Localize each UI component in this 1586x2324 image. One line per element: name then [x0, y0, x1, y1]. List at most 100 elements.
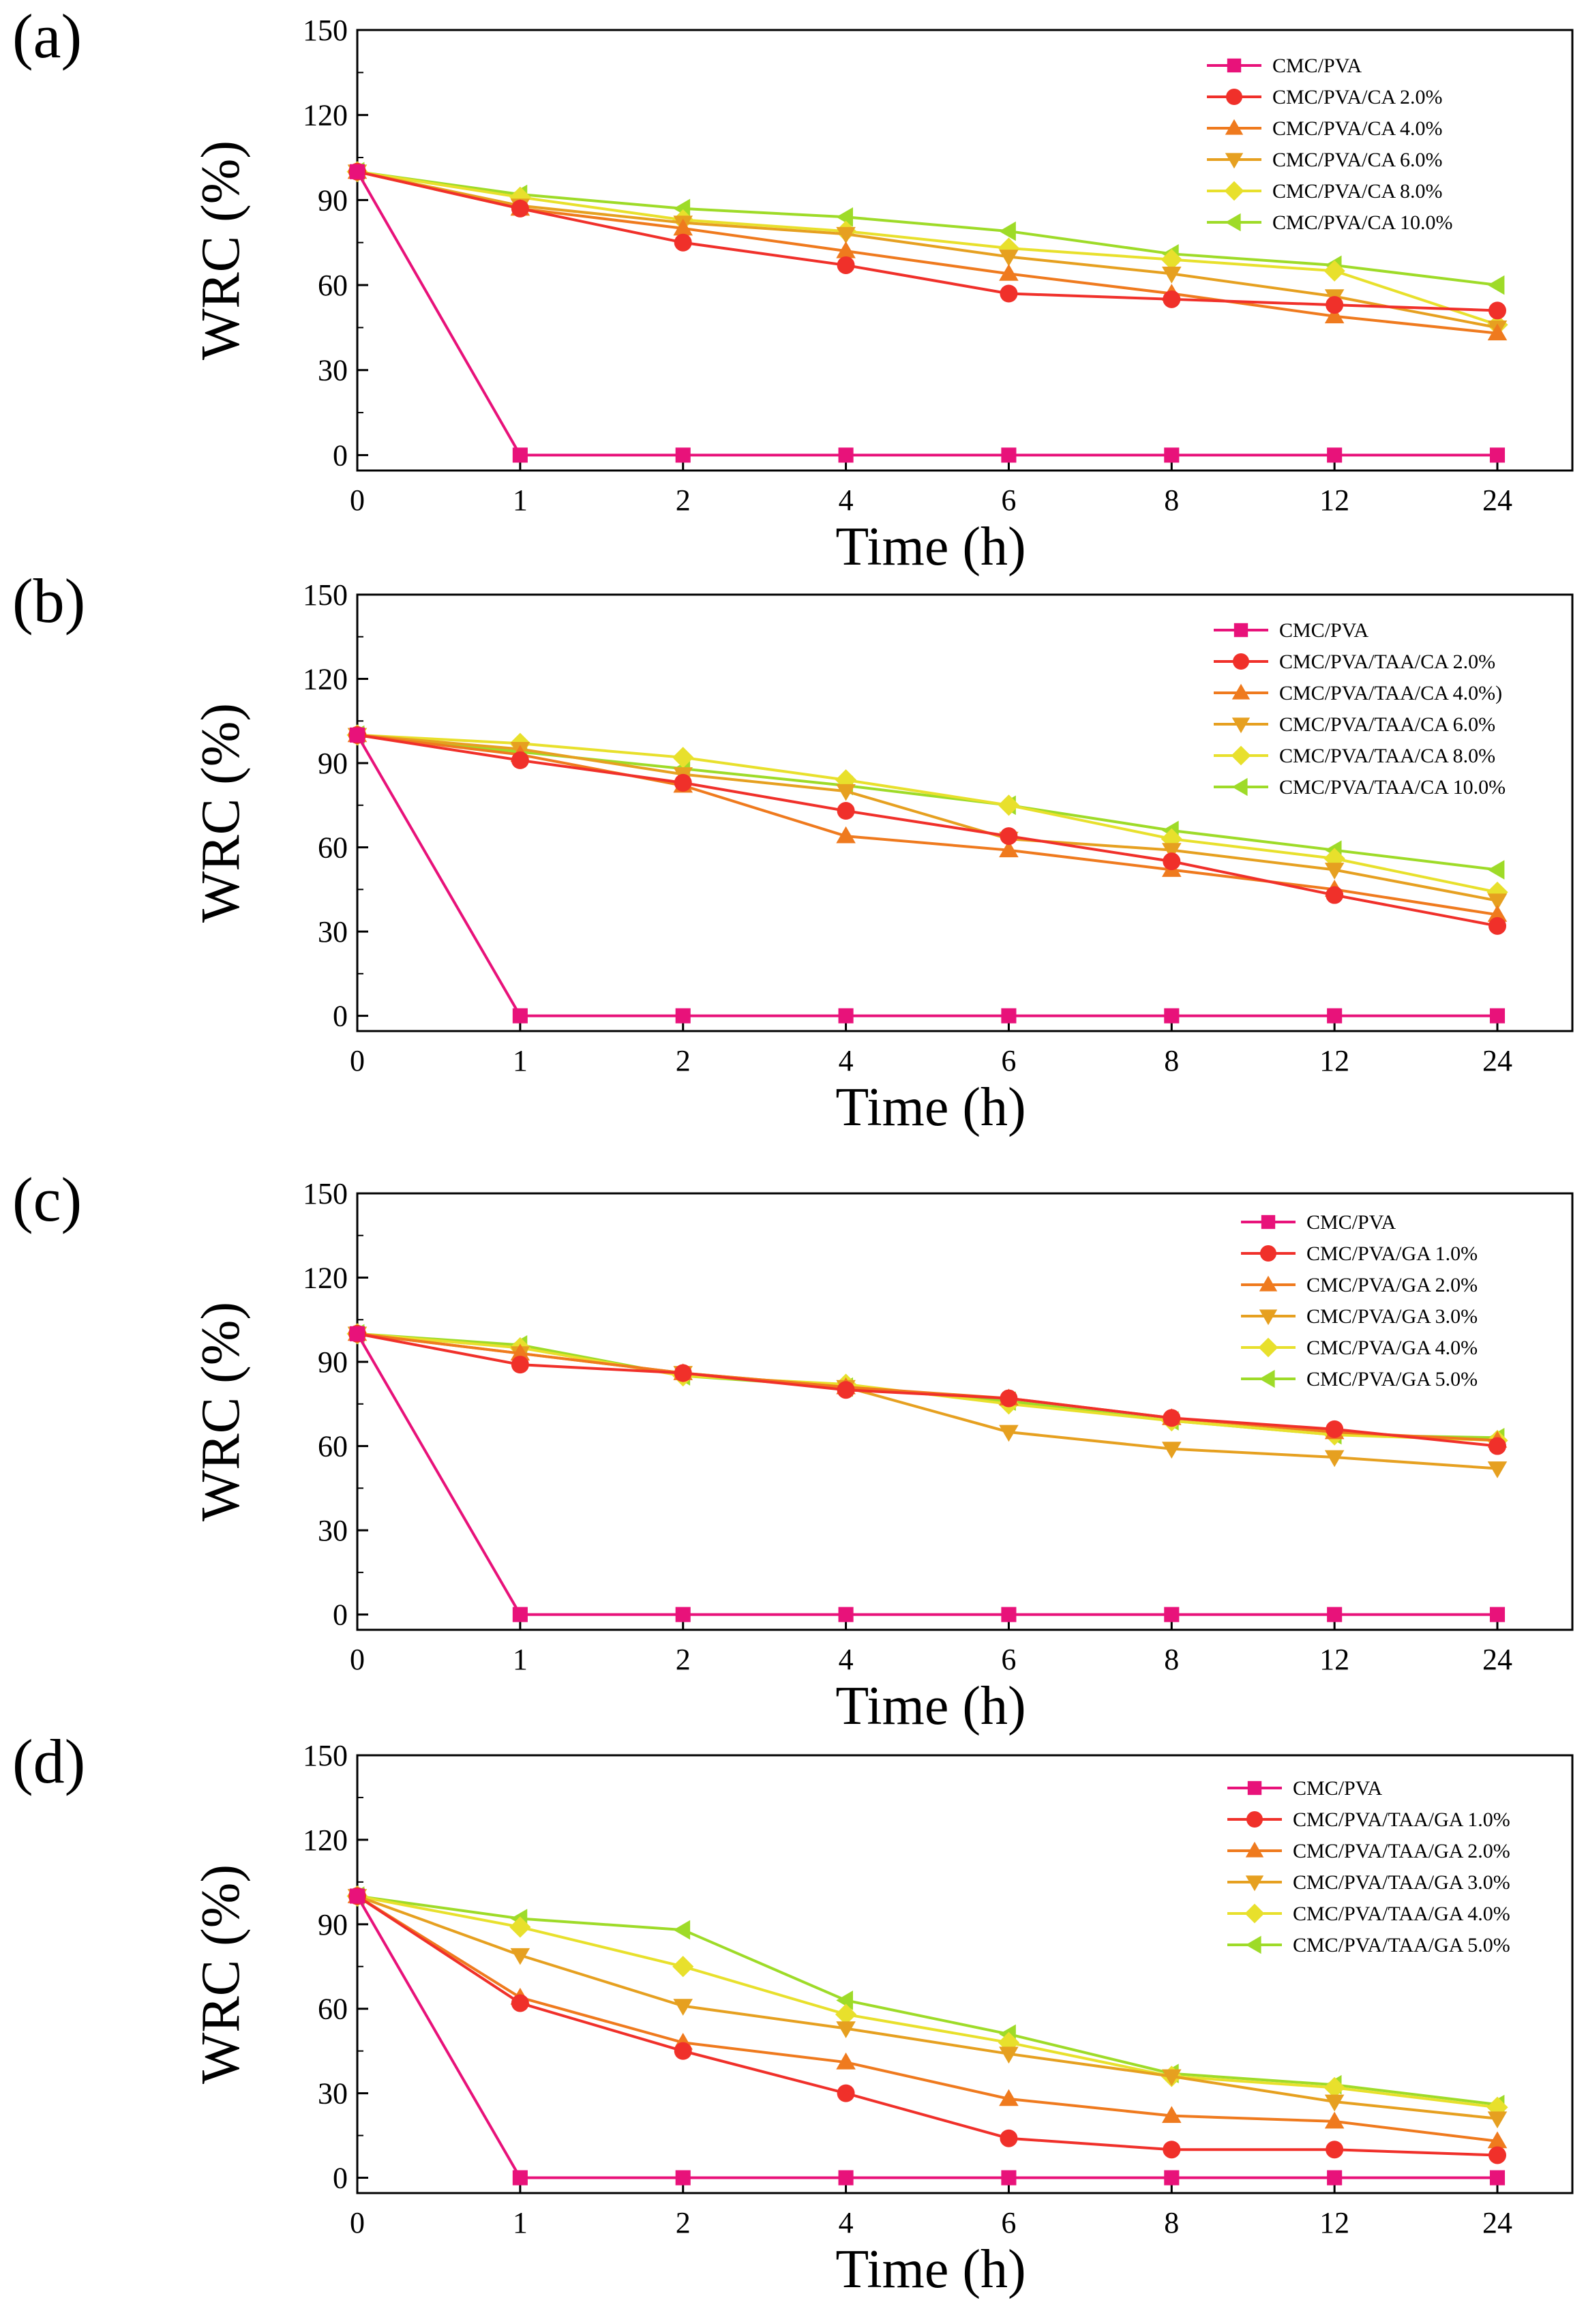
data-point-1-4: [1000, 2129, 1018, 2147]
legend-entry: CMC/PVA/CA 4.0%: [1272, 117, 1443, 140]
legend-marker: [1225, 119, 1244, 135]
x-tick-label: 6: [1001, 483, 1016, 517]
data-point-3-3: [836, 2021, 856, 2038]
legend-marker: [1225, 153, 1244, 169]
data-point-0-4: [1001, 1607, 1017, 1622]
plot-frame-3: [356, 1192, 1574, 1631]
x-tick-label: 0: [350, 483, 365, 517]
data-point-1-1: [511, 1356, 529, 1374]
data-point-4-2: [672, 1956, 694, 1978]
data-point-1-5: [1163, 1409, 1181, 1427]
x-tick-label: 12: [1319, 1044, 1349, 1077]
data-point-1-6: [1326, 2141, 1344, 2159]
series-line-5: [357, 1894, 1498, 2106]
y-tick-label: 150: [303, 1177, 348, 1210]
x-tick-label: 0: [350, 2206, 365, 2239]
y-tick-label: 0: [333, 1000, 348, 1033]
plot-frame-1: [356, 29, 1574, 472]
data-point-0-3: [838, 447, 854, 463]
legend-marker: [1259, 1369, 1275, 1388]
legend-entry: CMC/PVA/CA 8.0%: [1272, 180, 1443, 203]
x-tick-label: 24: [1482, 483, 1512, 517]
data-point-0-3: [838, 1607, 854, 1622]
series-line-5: [357, 170, 1498, 287]
legend-2: CMC/PVA CMC/PVA/TAA/CA 2.0% CMC/PVA/TAA/CA…: [1214, 619, 1506, 799]
x-tick-label: 2: [676, 2206, 691, 2239]
y-tick-label: 60: [318, 1993, 348, 2026]
data-point-3-4: [999, 2046, 1019, 2064]
x-tick-label: 6: [1001, 1643, 1016, 1676]
x-tick-label: 24: [1482, 2206, 1512, 2239]
legend-marker: [1231, 745, 1251, 766]
data-point-2-4: [999, 2089, 1019, 2106]
legend-3: CMC/PVA CMC/PVA/GA 1.0% CMC/PVA/GA 2.0% CMC…: [1241, 1211, 1478, 1390]
legend-entry: CMC/PVA/GA 5.0%: [1306, 1368, 1478, 1390]
data-point-1-1: [511, 1994, 529, 2012]
series-line-4: [357, 1894, 1498, 2109]
data-point-1-6: [1326, 886, 1344, 904]
y-axis-title: WRC (%): [191, 1302, 251, 1521]
x-axis-title: Time (h): [835, 517, 1026, 577]
data-point-0-7: [1489, 2170, 1506, 2186]
data-point-0-0: [349, 1888, 365, 1904]
data-point-0-0: [349, 1326, 365, 1341]
data-point-4-3: [835, 2003, 857, 2025]
data-point-0-1: [512, 2170, 528, 2186]
legend-marker: [1225, 213, 1241, 232]
data-point-0-6: [1327, 2170, 1343, 2186]
data-point-0-1: [512, 447, 528, 463]
y-tick-label: 90: [318, 183, 348, 217]
data-point-2-3: [836, 826, 856, 844]
plot-frame-2: [356, 593, 1574, 1032]
data-point-2-7: [1487, 905, 1508, 922]
y-tick-label: 0: [333, 438, 348, 472]
y-tick-label: 150: [303, 1739, 348, 1772]
data-point-1-3: [837, 256, 855, 274]
data-point-3-4: [999, 250, 1019, 267]
data-point-5-2: [673, 1920, 691, 1940]
panel-label: (d): [12, 1727, 85, 1796]
data-point-0-3: [838, 1008, 854, 1024]
data-point-2-4: [999, 840, 1019, 858]
data-point-0-6: [1327, 447, 1343, 463]
data-point-5-4: [999, 221, 1016, 241]
series-line-0: [356, 1895, 1497, 2179]
series-line-0: [356, 170, 1497, 457]
data-point-0-2: [675, 1008, 691, 1024]
data-point-1-7: [1488, 1437, 1506, 1455]
data-point-1-5: [1163, 852, 1181, 871]
legend-entry: CMC/PVA/TAA/GA 1.0%: [1293, 1808, 1510, 1831]
y-tick-label: 150: [303, 14, 348, 47]
data-point-0-3: [838, 2170, 854, 2186]
data-point-4-6: [1323, 848, 1345, 869]
legend-marker: [1259, 1275, 1278, 1292]
x-tick-label: 0: [350, 1643, 365, 1676]
legend-marker: [1258, 1337, 1278, 1358]
x-tick-label: 6: [1001, 1044, 1016, 1077]
data-point-1-2: [674, 773, 692, 792]
data-point-0-7: [1489, 1008, 1506, 1024]
legend-entry: CMC/PVA/CA 2.0%: [1272, 86, 1443, 108]
series-line-2: [357, 733, 1498, 917]
y-tick-label: 30: [318, 2077, 348, 2111]
x-tick-label: 4: [839, 483, 854, 517]
data-point-3-3: [836, 784, 856, 801]
data-point-1-1: [511, 751, 529, 769]
data-point-4-5: [1161, 249, 1182, 271]
data-point-4-4: [998, 794, 1020, 816]
legend-entry: CMC/PVA/GA 1.0%: [1306, 1242, 1478, 1265]
y-tick-label: 120: [303, 99, 348, 132]
data-point-3-5: [1161, 843, 1182, 860]
legend-entry: CMC/PVA/TAA/GA 4.0%: [1293, 1903, 1510, 1925]
x-tick-label: 12: [1319, 2206, 1349, 2239]
data-point-5-7: [1487, 860, 1505, 880]
legend-marker: [1231, 717, 1251, 734]
series-line-3: [357, 1894, 1498, 2120]
legend-entry: CMC/PVA/GA 3.0%: [1306, 1305, 1478, 1328]
data-point-2-6: [1324, 306, 1345, 324]
data-point-3-6: [1324, 2094, 1345, 2112]
legend-entry: CMC/PVA: [1293, 1777, 1383, 1800]
